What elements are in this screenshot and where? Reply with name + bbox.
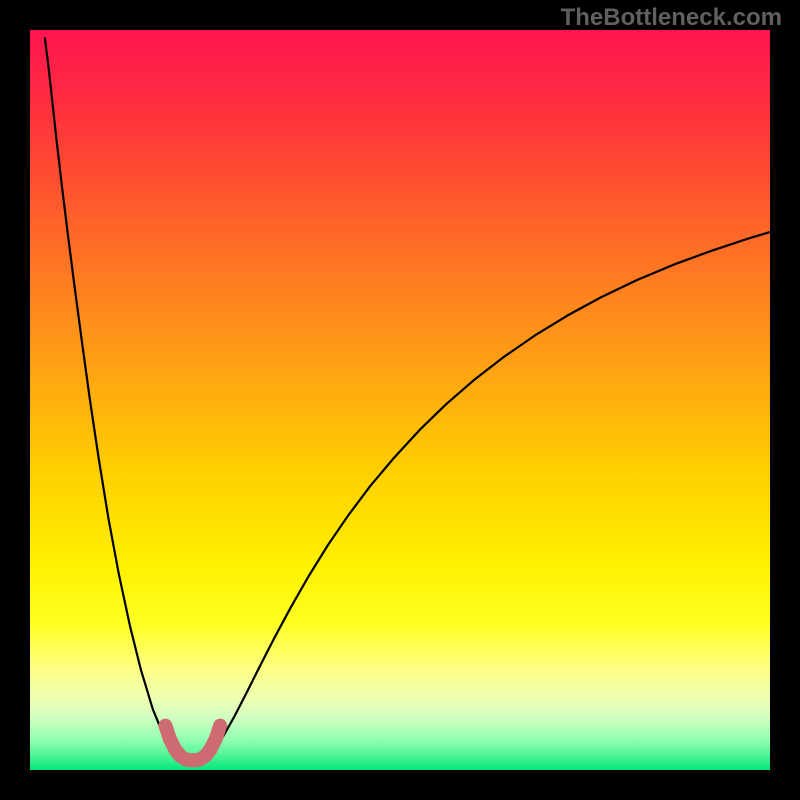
chart-background [30, 30, 770, 770]
watermark-text: TheBottleneck.com [561, 4, 782, 32]
bottleneck-chart [30, 30, 770, 770]
chart-svg [30, 30, 770, 770]
